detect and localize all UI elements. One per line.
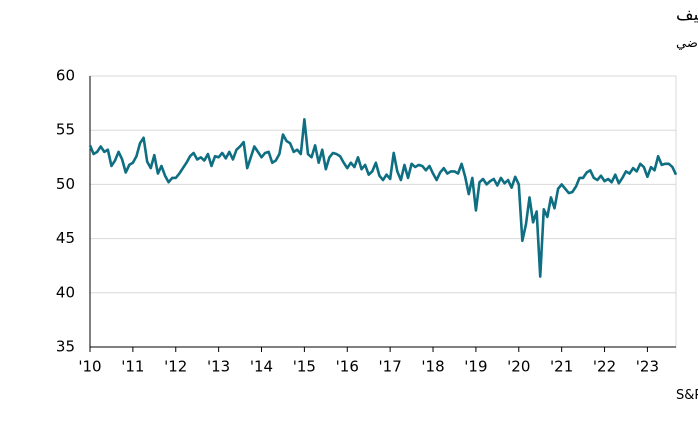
x-tick-label: '20 — [507, 358, 530, 376]
x-tick-label: '15 — [293, 358, 316, 376]
x-tick-label: '10 — [78, 358, 101, 376]
y-tick-label: 40 — [56, 283, 75, 301]
x-tick-label: '13 — [207, 358, 230, 376]
x-tick-label: '18 — [421, 358, 444, 376]
x-tick-label: '22 — [593, 358, 616, 376]
y-tick-label: 50 — [56, 175, 75, 193]
x-tick-label: '19 — [464, 358, 487, 376]
y-tick-label: 45 — [56, 229, 75, 247]
y-tick-label: 60 — [56, 67, 75, 85]
source-note: المصادر: مؤشر مدراء المشتريات التابع لـ … — [676, 388, 698, 403]
x-tick-label: '23 — [636, 358, 659, 376]
chart-subtitle: معدل موسميًا، > 50 = نمو منذ الشهر الماض… — [676, 36, 698, 51]
y-tick-label: 35 — [56, 338, 75, 356]
y-tick-label: 55 — [56, 121, 75, 139]
chart-title: مؤشر التوظيف — [676, 5, 698, 25]
x-tick-label: '12 — [164, 358, 187, 376]
x-tick-label: '17 — [379, 358, 402, 376]
data-line — [88, 118, 678, 278]
plot-frame — [89, 75, 677, 348]
x-tick-label: '21 — [550, 358, 573, 376]
x-tick-label: '11 — [121, 358, 144, 376]
x-tick-label: '16 — [336, 358, 359, 376]
x-tick-label: '14 — [250, 358, 273, 376]
